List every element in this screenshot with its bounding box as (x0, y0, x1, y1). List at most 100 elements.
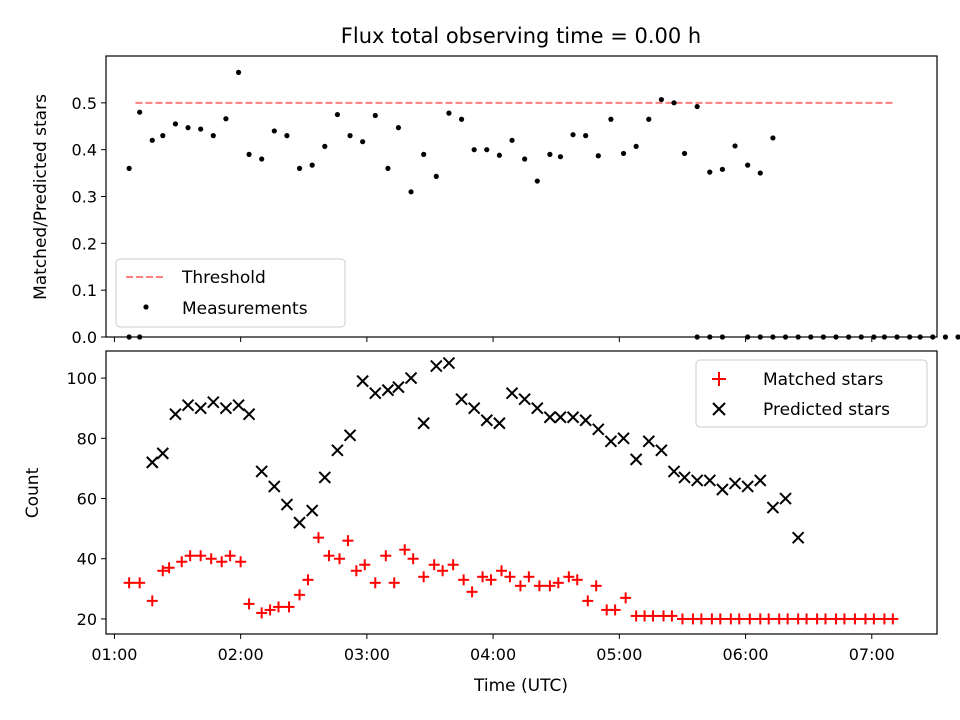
matched-star-point (523, 571, 535, 583)
top-y-tick-label: 0.1 (72, 281, 97, 300)
measurement-point (745, 162, 751, 168)
matched-star-point (437, 565, 449, 577)
matched-star-point (477, 571, 489, 583)
measurement-point (496, 152, 503, 158)
measurement-point (620, 150, 627, 157)
measurement-point (296, 165, 303, 171)
measurement-point (246, 151, 252, 157)
x-tick-label: 07:00 (849, 645, 895, 664)
legend-matched-label: Matched stars (763, 370, 883, 390)
matched-star-point (801, 613, 813, 625)
matched-star-point (666, 610, 678, 622)
predicted-star-point (741, 480, 754, 493)
matched-star-point (399, 544, 411, 556)
matched-star-point (302, 574, 314, 586)
matched-star-point (868, 613, 880, 625)
measurement-point (658, 96, 665, 103)
predicted-star-point (728, 477, 742, 490)
predicted-star-point (146, 456, 159, 469)
measurement-point (732, 143, 738, 149)
matched-star-point (458, 574, 470, 586)
predicted-star-point (791, 531, 805, 544)
matched-star-point (134, 577, 146, 589)
matched-star-point (838, 613, 850, 625)
matched-star-point (359, 559, 371, 571)
measurement-point (757, 170, 763, 176)
predicted-star-point (617, 432, 630, 445)
predicted-star-point (518, 392, 531, 406)
top-axes-frame (105, 55, 938, 338)
predicted-star-point (690, 474, 704, 487)
top-legend-box (115, 258, 346, 328)
top-plot-area: 0.0 0.1 0.2 0.3 0.4 0.5 Matched/Predicted sta… (31, 55, 960, 347)
matched-star-point (428, 559, 440, 571)
predicted-star-point (331, 444, 344, 457)
x-tick-label: 03:00 (344, 645, 390, 664)
matched-star-point (887, 613, 899, 625)
measurement-point (149, 137, 155, 143)
predicted-star-point (430, 359, 443, 373)
legend-measurements-swatch (143, 304, 149, 310)
predicted-star-point (629, 453, 643, 466)
measurement-point (137, 109, 143, 115)
measurement-point (360, 139, 366, 145)
x-tick-label: 05:00 (596, 645, 642, 664)
measurement-point (547, 151, 553, 157)
measurement-point (942, 334, 949, 340)
measurement-point (707, 169, 713, 175)
predicted-star-point (678, 471, 691, 484)
matched-star-point (563, 571, 575, 583)
predicted-star-point (404, 371, 418, 385)
predicted-star-point (280, 498, 294, 511)
measurement-point (646, 116, 652, 122)
measurement-point (172, 121, 179, 127)
matched-star-point (744, 613, 756, 625)
measurement-point (271, 128, 277, 134)
predicted-star-point (455, 392, 468, 406)
measurement-point (681, 150, 688, 157)
measurement-point (223, 116, 229, 122)
x-tick-label: 02:00 (218, 645, 264, 664)
measurement-point (126, 165, 132, 171)
measurement-point (570, 132, 576, 138)
measurement-point (347, 133, 353, 139)
predicted-star-point (232, 398, 245, 412)
top-y-tick-label: 0.5 (72, 94, 97, 113)
matched-star-point (243, 598, 255, 610)
measurement-point (395, 125, 402, 131)
matched-star-point (466, 586, 478, 598)
measurement-point (955, 334, 960, 340)
measurement-point (770, 135, 776, 141)
measurement-point (595, 153, 601, 159)
predicted-star-point (169, 408, 182, 421)
matched-star-point (819, 613, 831, 625)
predicted-star-point (219, 401, 233, 415)
measurement-point (408, 189, 414, 195)
measurement-point (522, 156, 528, 162)
bottom-y-tick-label: 100 (66, 369, 97, 388)
measurement-point (185, 125, 191, 131)
measurement-point (160, 133, 166, 139)
matched-star-point (590, 580, 602, 592)
matched-star-point (571, 574, 583, 586)
matched-star-point (485, 574, 497, 586)
bottom-axes-frame (105, 350, 938, 635)
legend-matched-swatch (712, 372, 726, 386)
matched-star-point (273, 601, 285, 613)
top-y-axis-label: Matched/Predicted stars (31, 94, 51, 300)
predicted-star-point (242, 408, 256, 421)
legend-measurements-label: Measurements (182, 299, 308, 319)
matched-star-point (582, 595, 594, 607)
measurement-point (608, 116, 614, 122)
matched-star-point (350, 565, 362, 577)
predicted-star-point (343, 429, 357, 442)
predicted-star-point (592, 423, 605, 436)
matched-star-point (342, 535, 354, 547)
predicted-star-point (766, 501, 780, 514)
matched-star-point (380, 550, 392, 562)
measurement-point (557, 154, 564, 160)
matched-star-point (312, 532, 324, 544)
top-y-tick-label: 0.3 (72, 188, 97, 207)
matched-star-point (184, 550, 196, 562)
matched-star-point (157, 565, 169, 577)
